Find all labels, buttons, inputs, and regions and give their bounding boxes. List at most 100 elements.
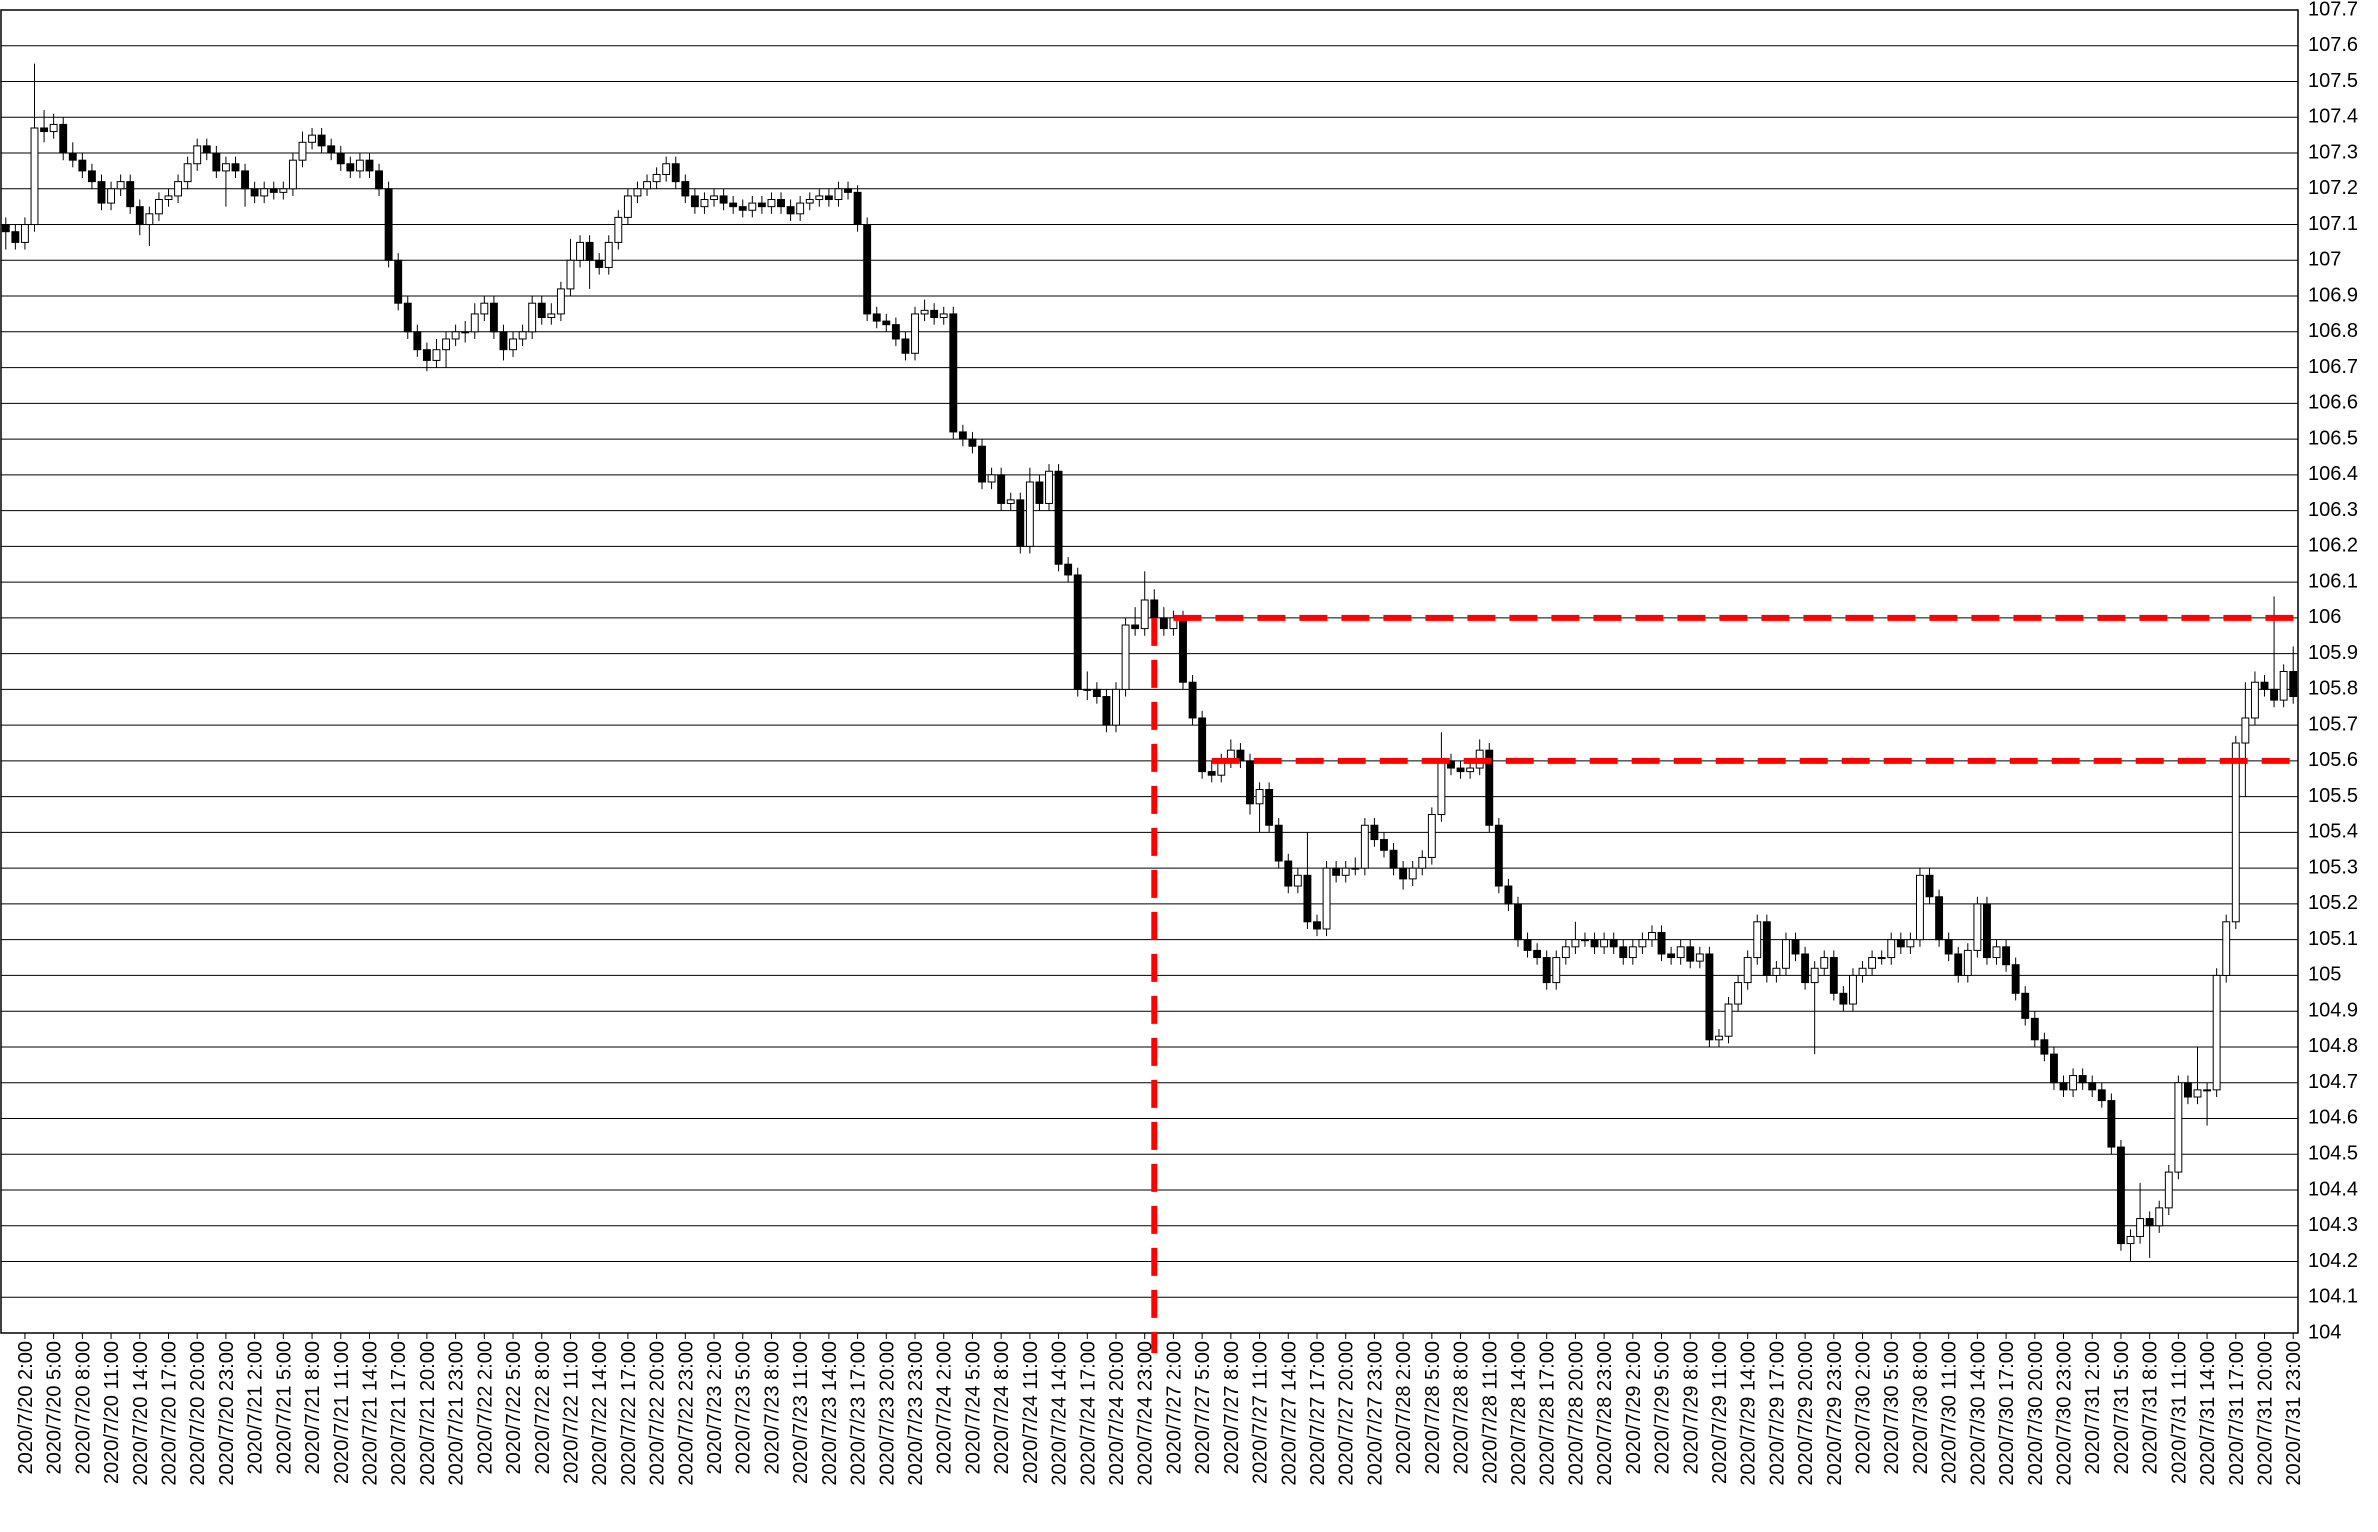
candle-body (614, 216, 623, 243)
candle-body (2002, 946, 2011, 966)
candle-body (1255, 788, 1264, 805)
candle-body (1140, 599, 1149, 630)
x-tick-label: 2020/7/29 17:00 (1766, 1341, 1788, 1486)
y-tick-label: 104.7 (2308, 1071, 2358, 1093)
candle-body (748, 202, 757, 211)
candle-body (1734, 982, 1743, 1005)
x-tick-label: 2020/7/28 23:00 (1594, 1341, 1616, 1486)
y-tick-label: 105.2 (2308, 892, 2358, 914)
candle-body (1600, 939, 1609, 948)
x-tick-label: 2020/7/22 11:00 (560, 1341, 582, 1484)
x-tick-label: 2020/7/31 11:00 (2168, 1341, 2190, 1484)
candle-body (968, 438, 977, 447)
candle-body (920, 309, 929, 315)
candle-body (1198, 717, 1207, 773)
candle-body (1916, 874, 1924, 941)
candle-body (671, 163, 680, 183)
x-tick-label: 2020/7/22 20:00 (647, 1341, 669, 1486)
y-tick-label: 105.1 (2308, 928, 2358, 950)
candle-body (2136, 1218, 2145, 1237)
x-tick-label: 2020/7/28 20:00 (1565, 1341, 1587, 1486)
candle-body (882, 320, 891, 326)
candle-body (1150, 599, 1159, 619)
candle-body (336, 152, 345, 165)
candle-body (269, 188, 278, 193)
candle-body (2021, 992, 2030, 1019)
x-tick-label: 2020/7/22 5:00 (503, 1341, 525, 1474)
x-tick-label: 2020/7/28 14:00 (1508, 1341, 1530, 1486)
y-tick-label: 106.4 (2308, 463, 2358, 485)
candle-body (2059, 1082, 2068, 1091)
candle-body (394, 259, 403, 304)
candle-body (1523, 939, 1532, 951)
candle-body (1313, 921, 1321, 930)
y-tick-label: 104.3 (2308, 1214, 2358, 1236)
y-tick-label: 107.7 (2308, 0, 2358, 20)
y-tick-label: 106.3 (2308, 499, 2358, 521)
candle-body (1715, 1035, 1723, 1041)
candle-body (1370, 824, 1379, 841)
candle-body (1332, 867, 1341, 876)
candle-body (853, 191, 862, 226)
x-tick-label: 2020/7/28 17:00 (1537, 1341, 1559, 1486)
x-tick-label: 2020/7/30 20:00 (2025, 1341, 2047, 1486)
x-tick-label: 2020/7/20 5:00 (44, 1341, 66, 1474)
y-tick-label: 105.5 (2308, 785, 2358, 807)
candle-body (576, 241, 584, 261)
candle-body (355, 159, 364, 172)
candle-body (1753, 921, 1762, 959)
candle-body (2049, 1053, 2058, 1084)
x-tick-label: 2020/7/27 8:00 (1221, 1341, 1243, 1474)
candle-body (375, 170, 383, 190)
candle-body (1542, 957, 1551, 984)
candle-body (1418, 856, 1427, 869)
candle-body (556, 288, 565, 315)
candle-body (1179, 617, 1187, 683)
x-tick-label: 2020/7/21 8:00 (302, 1341, 324, 1474)
y-tick-label: 107.1 (2308, 213, 2358, 235)
candle-body (135, 206, 144, 226)
candle-body (2088, 1082, 2097, 1091)
candle-body (1724, 1003, 1733, 1037)
x-tick-label: 2020/7/31 17:00 (2226, 1341, 2248, 1486)
candle-body (1236, 749, 1245, 762)
candle-body (1112, 688, 1120, 726)
candle-body (1571, 939, 1580, 948)
candle-body (757, 202, 766, 208)
candle-body (1389, 849, 1398, 869)
candle-body (1695, 953, 1704, 962)
candle-body (164, 195, 173, 201)
x-tick-label: 2020/7/20 2:00 (15, 1341, 37, 1474)
candle-body (2069, 1075, 2078, 1091)
y-tick-label: 104.1 (2308, 1286, 2358, 1308)
candle-body (1102, 696, 1111, 726)
candle-body (1868, 957, 1877, 969)
candle-body (1772, 967, 1781, 976)
candle-body (68, 152, 77, 161)
y-tick-label: 106.6 (2308, 392, 2358, 414)
candle-body (451, 331, 460, 340)
candle-body (2279, 671, 2288, 701)
candle-body (145, 213, 154, 226)
candle-body (202, 145, 211, 154)
candle-body (1437, 760, 1446, 816)
candle-body (690, 195, 699, 208)
y-tick-label: 104.5 (2308, 1142, 2358, 1164)
candle-body (413, 331, 422, 351)
y-tick-label: 106.2 (2308, 535, 2358, 557)
candle-body (1648, 932, 1656, 941)
y-tick-label: 107.6 (2308, 34, 2358, 56)
x-tick-label: 2020/7/27 5:00 (1192, 1341, 1214, 1474)
x-tick-label: 2020/7/20 23:00 (216, 1341, 238, 1486)
candle-body (1006, 499, 1015, 504)
candle-body (2260, 681, 2269, 690)
candle-body (1877, 957, 1886, 960)
x-tick-label: 2020/7/20 14:00 (130, 1341, 152, 1486)
candle-body (260, 188, 269, 197)
y-tick-label: 107.2 (2308, 177, 2358, 199)
candle-body (604, 241, 613, 268)
candle-body (279, 188, 288, 193)
candle-body (212, 152, 221, 172)
candle-body (2203, 1089, 2212, 1092)
